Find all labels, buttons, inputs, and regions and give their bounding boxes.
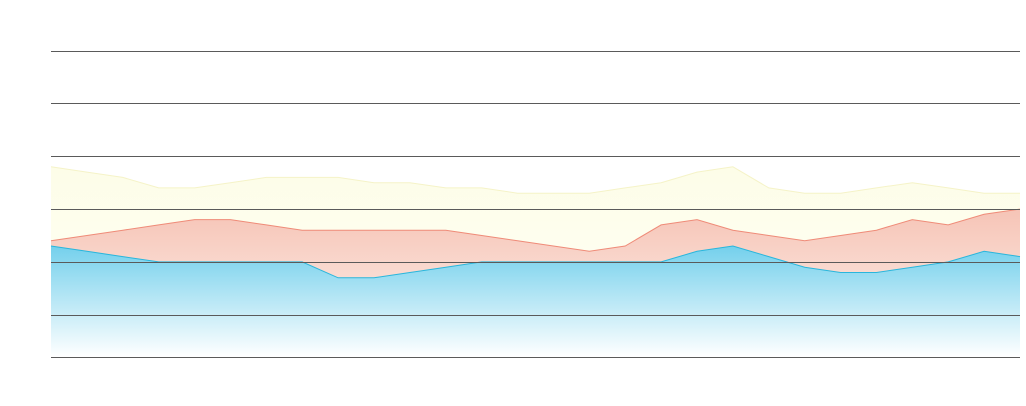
- series-1-area: [51, 246, 1020, 357]
- series-1-line: [50, 245, 1021, 279]
- gridlines: [51, 51, 1020, 358]
- series-3-line: [50, 166, 1020, 194]
- series-2-line: [50, 208, 1021, 252]
- series-layer: [50, 166, 1021, 357]
